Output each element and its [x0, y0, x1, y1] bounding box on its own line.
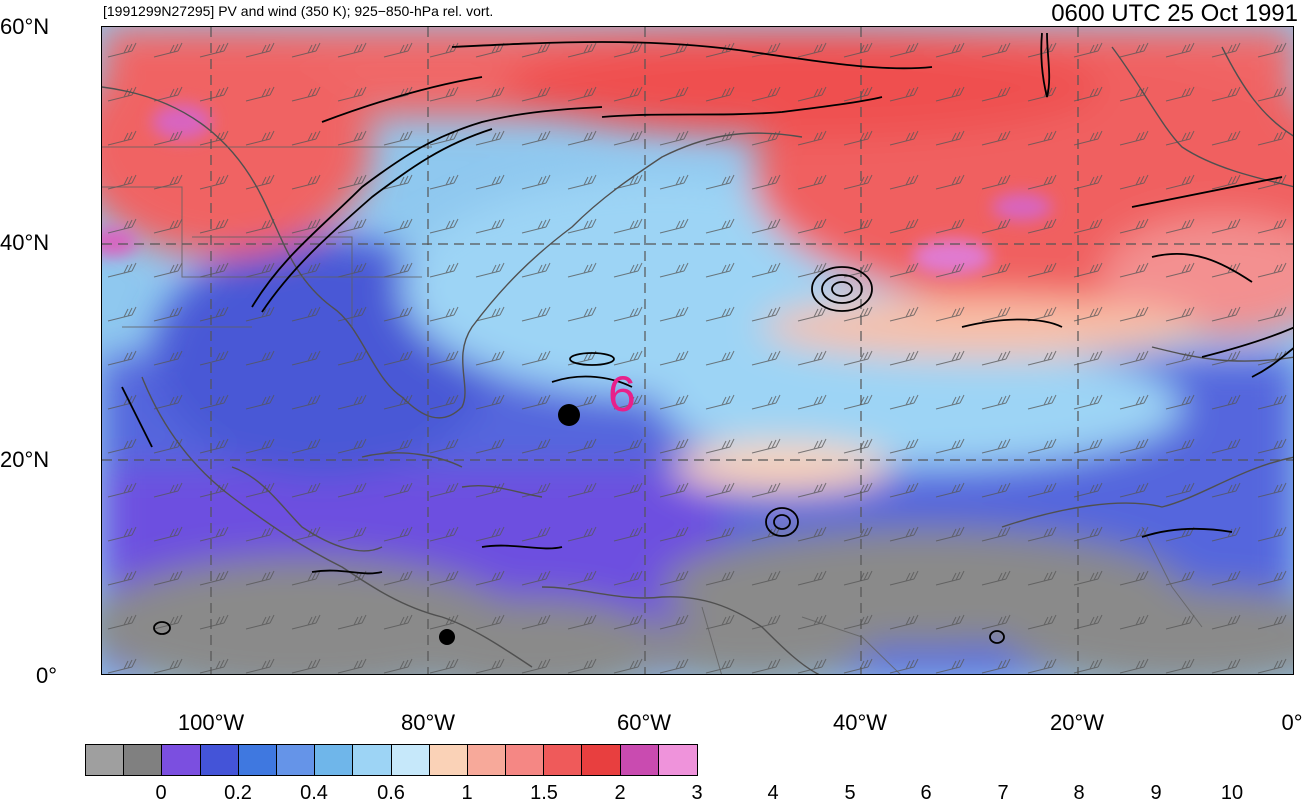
colorbar-label: 3	[691, 782, 703, 804]
colorbar-swatch	[200, 745, 239, 775]
colorbar-label: 0	[155, 782, 167, 804]
colorbar-label: 2	[614, 782, 626, 804]
plot-info-text: [1991299N27295] PV and wind (350 K); 925…	[103, 3, 494, 19]
colorbar-swatch	[86, 745, 125, 775]
plot-datetime: 0600 UTC 25 Oct 1991	[1051, 0, 1298, 27]
colorbar-swatch	[315, 745, 354, 775]
lon-label-80w: 80°W	[400, 710, 456, 735]
colorbar-label: 1.5	[530, 782, 558, 804]
colorbar-swatch	[582, 745, 621, 775]
gridlines	[102, 27, 1293, 674]
colorbar-swatch	[467, 745, 507, 775]
colorbar-label: 1	[461, 782, 473, 804]
colorbar-label: 4	[767, 782, 779, 804]
colorbar-label: 6	[920, 782, 932, 804]
lon-label-60w: 60°W	[616, 710, 672, 735]
colorbar-label: 8	[1073, 782, 1085, 804]
tropical-cyclone-marker-icon: 6	[608, 366, 636, 422]
wind-barbs	[102, 27, 1293, 674]
map-canvas: 6	[102, 27, 1293, 674]
colorbar-swatch	[429, 745, 468, 775]
lon-label-0: 0°	[1281, 710, 1303, 735]
lat-label-60n: 60°N	[0, 14, 50, 39]
colorbar-label: 5	[844, 782, 856, 804]
colorbar-swatch	[620, 745, 659, 775]
political-borders	[102, 146, 1203, 674]
colorbar-swatch	[544, 745, 583, 775]
lat-label-20n: 20°N	[0, 447, 50, 472]
colorbar-label: 7	[997, 782, 1009, 804]
vorticity-max-dot	[439, 629, 455, 645]
lon-label-20w: 20°W	[1049, 710, 1105, 735]
vorticity-contours	[121, 32, 1293, 644]
lon-label-40w: 40°W	[832, 710, 888, 735]
colorbar-label: 0.6	[377, 782, 405, 804]
colorbar-swatch	[506, 745, 545, 775]
colorbar-swatch	[658, 745, 697, 775]
colorbar-swatch	[124, 745, 163, 775]
vorticity-max-dot	[558, 404, 580, 426]
colorbar-swatch	[391, 745, 430, 775]
lat-label-0: 0°	[36, 663, 58, 688]
colorbar	[85, 744, 698, 776]
coastlines	[102, 46, 1293, 674]
colorbar-label: 10	[1220, 782, 1244, 804]
lat-label-40n: 40°N	[0, 230, 50, 255]
colorbar-swatch	[238, 745, 277, 775]
colorbar-label: 0.4	[300, 782, 328, 804]
map-panel: 6	[101, 26, 1294, 675]
colorbar-label: 0.2	[224, 782, 252, 804]
colorbar-swatch	[276, 745, 316, 775]
colorbar-label: 9	[1150, 782, 1162, 804]
colorbar-swatch	[162, 745, 201, 775]
lon-label-100w: 100°W	[177, 710, 245, 735]
colorbar-swatch	[353, 745, 392, 775]
